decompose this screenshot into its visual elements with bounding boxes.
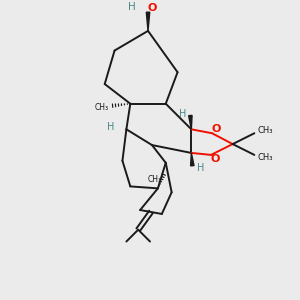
Text: CH₃: CH₃ <box>257 126 273 135</box>
Text: H: H <box>128 2 136 12</box>
Polygon shape <box>146 12 150 31</box>
Text: O: O <box>211 124 220 134</box>
Text: O: O <box>210 154 220 164</box>
Text: H: H <box>196 163 204 173</box>
Text: H: H <box>107 122 114 132</box>
Text: O: O <box>147 3 157 13</box>
Text: CH₃: CH₃ <box>148 175 162 184</box>
Text: H: H <box>179 109 186 118</box>
Polygon shape <box>189 116 192 129</box>
Polygon shape <box>190 153 194 166</box>
Text: CH₃: CH₃ <box>94 103 109 112</box>
Text: CH₃: CH₃ <box>257 153 273 162</box>
